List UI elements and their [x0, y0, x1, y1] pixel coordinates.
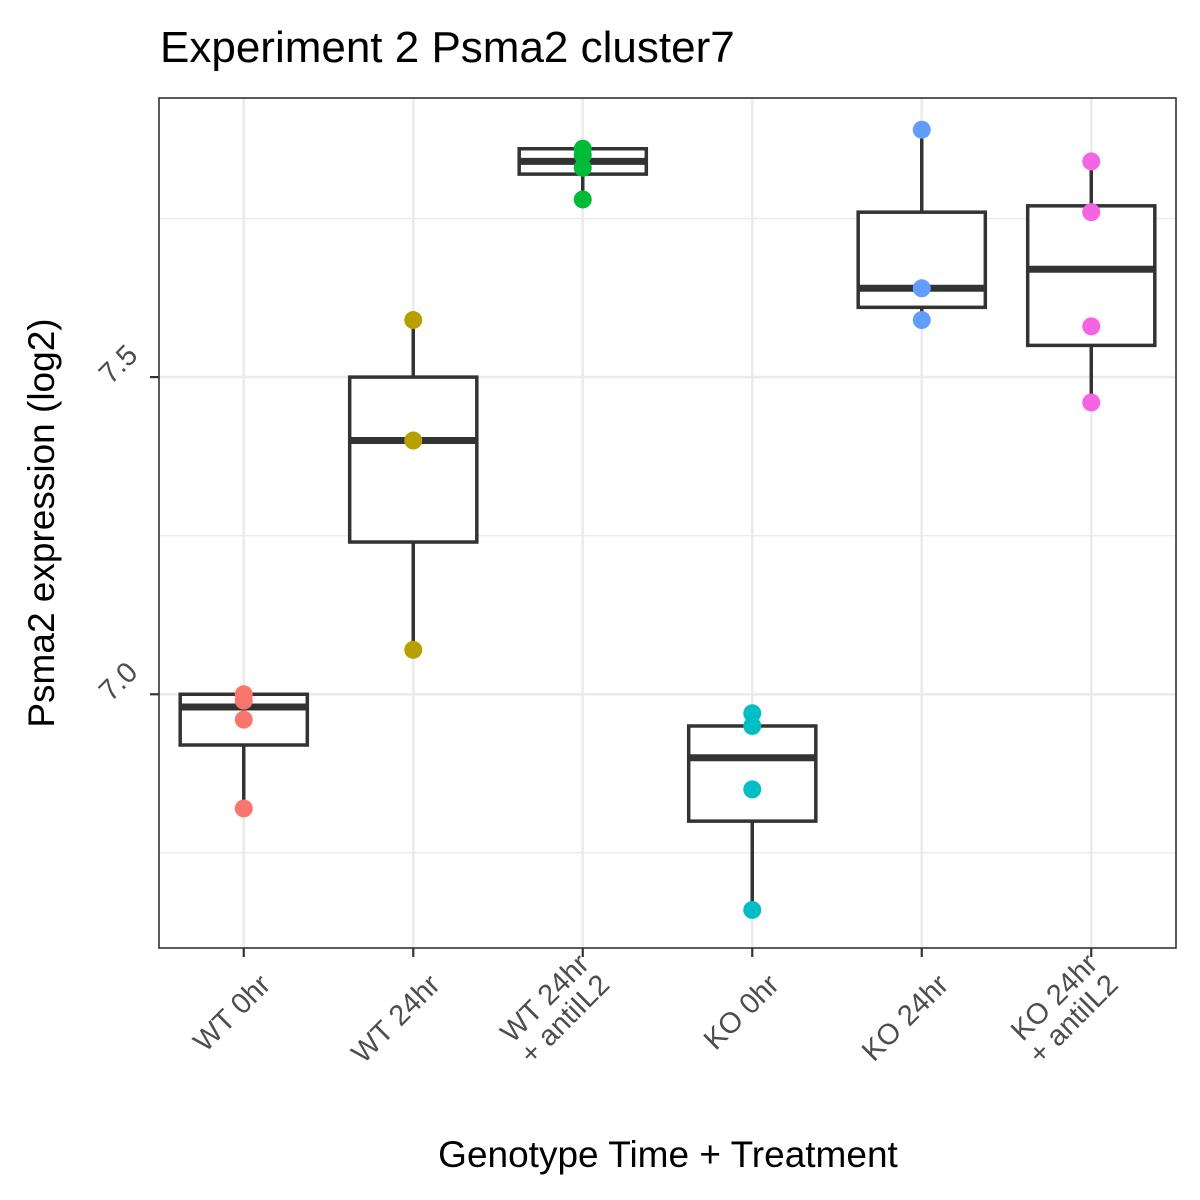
x-tick-label-line: KO 0hr [698, 968, 786, 1056]
x-axis: WT 0hr WT 24hr WT 24hr+ antiIL2 KO 0hr KO 24… [188, 948, 1125, 1071]
data-point [573, 158, 592, 177]
box-plots [178, 129, 1157, 910]
data-points [234, 120, 1101, 919]
data-point [743, 716, 762, 735]
box-group [686, 713, 818, 910]
data-point [743, 780, 762, 799]
x-axis-title: Genotype Time + Treatment [438, 1134, 898, 1175]
x-tick-label-line: WT 0hr [188, 968, 278, 1058]
box-group [1025, 161, 1157, 403]
chart-title: Experiment 2 Psma2 cluster7 [160, 23, 735, 72]
data-point [404, 431, 423, 450]
data-point [1082, 393, 1101, 412]
y-axis: 7.0 7.5 [93, 339, 159, 707]
data-point [912, 311, 931, 330]
box-iqr [347, 375, 479, 544]
data-point [573, 146, 592, 165]
data-point [234, 710, 253, 729]
data-point [404, 640, 423, 659]
plot-panel-border [158, 97, 1177, 949]
y-tick-label: 7.0 [93, 656, 144, 707]
data-point [573, 190, 592, 209]
x-tick-label: KO 0hr [698, 968, 786, 1056]
x-tick-label: KO 24hr+ antiIL2 [1002, 948, 1125, 1071]
x-tick-label-line: KO 24hr [856, 968, 955, 1067]
data-point [404, 311, 423, 330]
x-tick-label-line: WT 24hr [346, 968, 447, 1069]
box-iqr [686, 724, 818, 823]
x-tick-label: WT 0hr [188, 968, 278, 1058]
data-point [743, 900, 762, 919]
box-group [347, 320, 479, 650]
data-point [234, 799, 253, 818]
y-tick-label: 7.5 [93, 339, 144, 390]
y-axis-title: Psma2 expression (log2) [21, 318, 62, 727]
data-point [912, 279, 931, 298]
grid-lines [159, 98, 1176, 948]
data-point [912, 120, 931, 139]
x-tick-label: WT 24hr+ antiIL2 [494, 948, 617, 1071]
data-point [1082, 317, 1101, 336]
data-point [1082, 152, 1101, 171]
data-point [743, 704, 762, 723]
data-point [1082, 203, 1101, 222]
x-tick-label: KO 24hr [856, 968, 955, 1067]
data-point [234, 691, 253, 710]
x-tick-label: WT 24hr [346, 968, 447, 1069]
